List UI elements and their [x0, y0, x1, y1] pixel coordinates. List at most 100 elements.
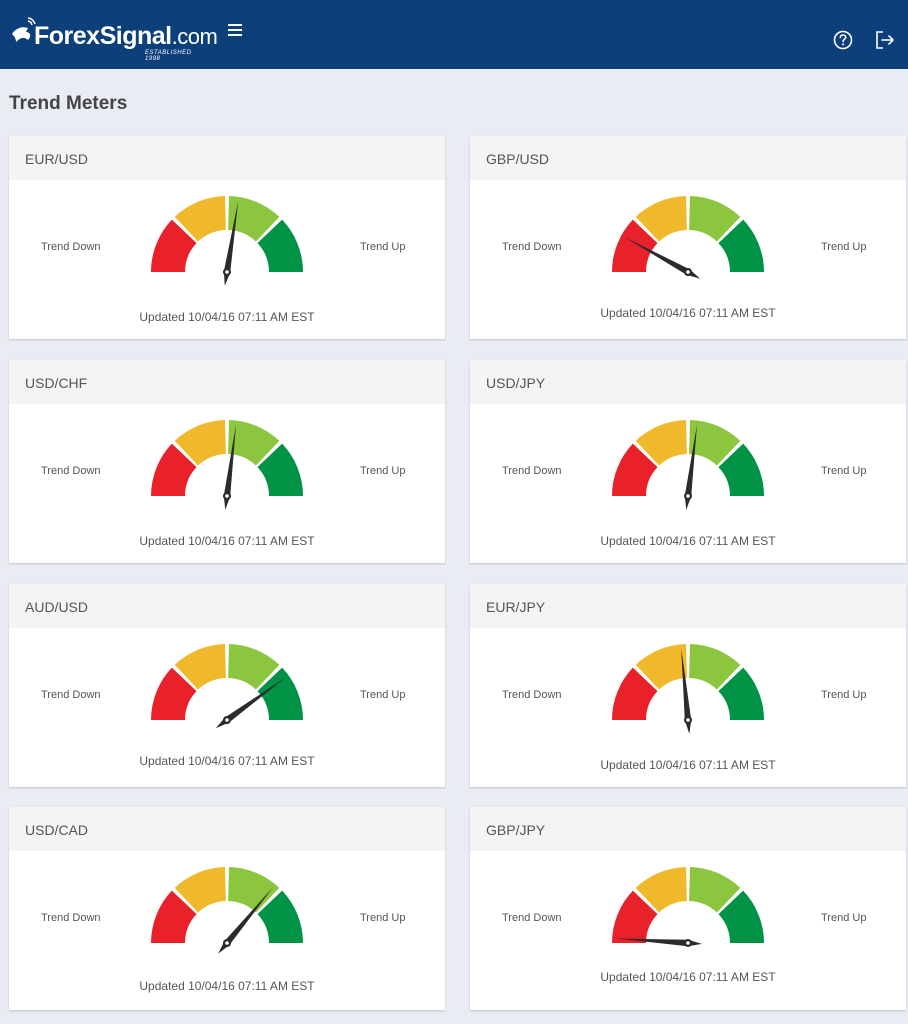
gauge-needle: [616, 938, 702, 947]
updated-timestamp: Updated 10/04/16 07:11 AM EST: [600, 758, 776, 772]
trend-meter-card: EUR/JPY Trend Down Trend Up Updated 10/04/1…: [470, 584, 906, 787]
trend-down-label: Trend Down: [41, 241, 101, 253]
trend-gauge: [612, 196, 764, 279]
trend-meter-card: USD/JPY Trend Down Trend Up Updated 10/04/1…: [470, 360, 906, 563]
trend-meter-body: Trend Down Trend Up Updated 10/04/16 07:11…: [470, 180, 906, 339]
gauge-needle-hub-center: [686, 270, 690, 274]
gauge-segment-strong-up: [257, 667, 303, 720]
gauge-segment-up: [228, 420, 280, 466]
forexsignal-logo[interactable]: ForexSignal.com ESTABLISHED 1998: [8, 10, 218, 62]
hamburger-icon[interactable]: [228, 24, 246, 40]
trend-meter-body: Trend Down Trend Up Updated 10/04/16 07:11…: [9, 404, 445, 563]
currency-pair-title: GBP/JPY: [470, 807, 906, 851]
trend-meter-body: Trend Down Trend Up Updated 10/04/16 07:11…: [9, 180, 445, 339]
trend-gauge: [612, 420, 764, 510]
trend-down-label: Trend Down: [502, 689, 562, 701]
trend-up-label: Trend Up: [821, 241, 867, 253]
page-title: Trend Meters: [9, 93, 128, 114]
gauge-needle-hub-center: [225, 941, 229, 945]
trend-up-label: Trend Up: [360, 912, 406, 924]
gauge-segment-up: [228, 644, 280, 690]
gauge-segment-strong-up: [718, 443, 764, 496]
currency-pair-title: USD/CHF: [9, 360, 445, 404]
currency-pair-title: EUR/USD: [9, 136, 445, 180]
trend-meter-body: Trend Down Trend Up Updated 10/04/16 07:11…: [470, 851, 906, 1010]
trend-meter-body: Trend Down Trend Up Updated 10/04/16 07:11…: [470, 404, 906, 563]
trend-down-label: Trend Down: [41, 689, 101, 701]
currency-pair-title: EUR/JPY: [470, 584, 906, 628]
trend-up-label: Trend Up: [821, 689, 867, 701]
logout-icon[interactable]: [874, 29, 896, 51]
gauge-needle: [218, 887, 273, 954]
gauge-segment-strong-up: [718, 219, 764, 272]
gauge-needle: [681, 648, 692, 734]
gauge-segment-strong-down: [151, 667, 197, 720]
gauge-segment-down: [174, 867, 226, 913]
question-circle-icon[interactable]: [832, 29, 854, 51]
trend-up-label: Trend Up: [821, 465, 867, 477]
currency-pair-title: USD/JPY: [470, 360, 906, 404]
trend-up-label: Trend Up: [360, 465, 406, 477]
gauge-segment-down: [635, 644, 687, 690]
gauge-needle-hub-center: [225, 718, 229, 722]
updated-timestamp: Updated 10/04/16 07:11 AM EST: [139, 310, 315, 324]
gauge-needle-hub-center: [686, 718, 690, 722]
gauge-needle: [624, 237, 701, 279]
trend-meter-card: GBP/USD Trend Down Trend Up Updated 10/04/1…: [470, 136, 906, 339]
trend-meter-card: GBP/JPY Trend Down Trend Up Updated 10/04/1…: [470, 807, 906, 1010]
gauge-segment-up: [228, 867, 280, 913]
trend-down-label: Trend Down: [502, 241, 562, 253]
gauge-segment-strong-up: [257, 443, 303, 496]
trend-meter-card: USD/CAD Trend Down Trend Up Updated 10/04/1…: [9, 807, 445, 1010]
currency-pair-title: GBP/USD: [470, 136, 906, 180]
signal-bird-icon: [12, 17, 36, 42]
trend-meter-card: EUR/USD Trend Down Trend Up Updated 10/04/1…: [9, 136, 445, 339]
trend-down-label: Trend Down: [502, 465, 562, 477]
gauge-segment-strong-up: [718, 667, 764, 720]
trend-gauge: [151, 867, 303, 954]
currency-pair-title: USD/CAD: [9, 807, 445, 851]
trend-meter-body: Trend Down Trend Up Updated 10/04/16 07:11…: [9, 851, 445, 1010]
gauge-segment-down: [174, 420, 226, 466]
updated-timestamp: Updated 10/04/16 07:11 AM EST: [600, 534, 776, 548]
trend-down-label: Trend Down: [502, 912, 562, 924]
gauge-segment-strong-down: [612, 219, 658, 272]
gauge-segment-down: [635, 867, 687, 913]
trend-gauge: [151, 644, 303, 729]
gauge-segment-down: [174, 644, 226, 690]
gauge-segment-strong-down: [151, 890, 197, 943]
gauge-segment-strong-down: [612, 667, 658, 720]
gauge-segment-up: [689, 420, 741, 466]
gauge-needle-hub-center: [225, 494, 229, 498]
trend-up-label: Trend Up: [360, 689, 406, 701]
trend-gauge: [151, 420, 303, 510]
gauge-needle-hub-center: [686, 941, 690, 945]
updated-timestamp: Updated 10/04/16 07:11 AM EST: [600, 970, 776, 984]
gauge-segment-strong-down: [612, 890, 658, 943]
trend-up-label: Trend Up: [360, 241, 406, 253]
updated-timestamp: Updated 10/04/16 07:11 AM EST: [600, 306, 776, 320]
gauge-segment-down: [635, 420, 687, 466]
gauge-needle: [684, 424, 698, 510]
currency-pair-title: AUD/USD: [9, 584, 445, 628]
trend-meter-card: AUD/USD Trend Down Trend Up Updated 10/04/1…: [9, 584, 445, 787]
trend-up-label: Trend Up: [821, 912, 867, 924]
brand-tagline: ESTABLISHED 1998: [145, 50, 192, 62]
trend-gauge: [612, 644, 764, 734]
gauge-needle-hub-center: [686, 494, 690, 498]
updated-timestamp: Updated 10/04/16 07:11 AM EST: [139, 979, 315, 993]
updated-timestamp: Updated 10/04/16 07:11 AM EST: [139, 534, 315, 548]
gauge-segment-strong-up: [257, 890, 303, 943]
gauge-segment-strong-up: [257, 219, 303, 272]
gauge-segment-up: [689, 196, 741, 242]
gauge-segment-down: [635, 196, 687, 242]
gauge-segment-strong-down: [612, 443, 658, 496]
gauge-segment-strong-down: [151, 219, 197, 272]
gauge-needle: [223, 200, 239, 286]
gauge-segment-strong-down: [151, 443, 197, 496]
top-header: ForexSignal.com ESTABLISHED 1998: [0, 0, 908, 69]
brand-suffix: .com: [171, 24, 218, 49]
trend-down-label: Trend Down: [41, 912, 101, 924]
gauge-segment-strong-up: [718, 890, 764, 943]
trend-meter-body: Trend Down Trend Up Updated 10/04/16 07:11…: [9, 628, 445, 787]
